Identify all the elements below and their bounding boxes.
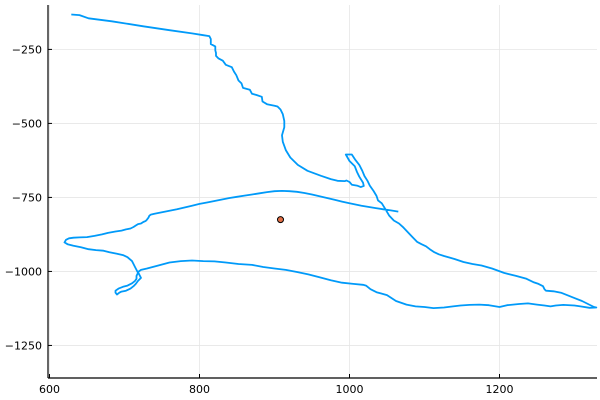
- axes: [47, 5, 597, 379]
- y-tick-label: −1250: [5, 339, 42, 352]
- x-tick-label: 1000: [336, 383, 364, 396]
- tick-labels: 600 800 1000 1200 −250 −500 −750 −1000 −1250: [5, 43, 514, 396]
- y-tick-label: −250: [12, 43, 42, 56]
- x-tick-label: 600: [39, 383, 60, 396]
- center-point-marker: [277, 216, 284, 224]
- y-tick-label: −500: [12, 117, 42, 130]
- outline-series-line: [63, 13, 598, 309]
- x-tick-label: 1200: [486, 383, 514, 396]
- y-tick-label: −1000: [5, 265, 42, 278]
- grid: [48, 5, 597, 378]
- x-tick-label: 800: [189, 383, 210, 396]
- y-tick-label: −750: [12, 191, 42, 204]
- series: [63, 13, 598, 309]
